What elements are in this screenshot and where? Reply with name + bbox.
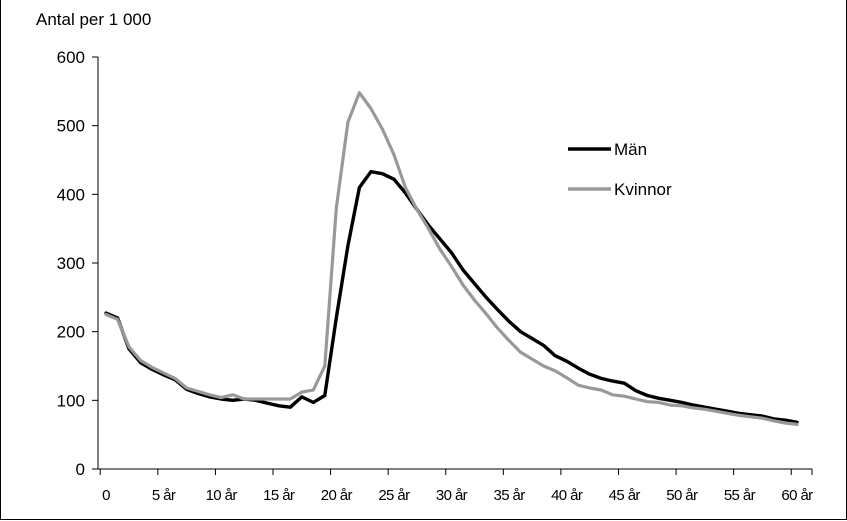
legend-label: Kvinnor (614, 180, 672, 199)
legend: Män Kvinnor (568, 140, 672, 199)
x-tick-label: 5 år (152, 487, 176, 504)
x-tick-label: 25 år (378, 487, 410, 504)
x-tick-label: 10 år (206, 487, 238, 504)
x-tick-label: 55 år (724, 487, 756, 504)
series-line-man (104, 169, 799, 424)
x-tick-label: 30 år (436, 487, 468, 504)
y-tick-label: 600 (57, 48, 85, 67)
axes: 0 100 200 300 400 500 600 0 5 år 10 år 15 år 20 år 2… (57, 48, 814, 504)
y-tick-label: 200 (57, 323, 85, 342)
y-tick-label: 100 (57, 391, 85, 410)
y-axis-label: Antal per 1 000 (36, 10, 151, 29)
x-tick-label: 45 år (609, 487, 641, 504)
x-tick-label: 35 år (493, 487, 525, 504)
y-tick-label: 0 (76, 460, 85, 479)
x-tick-label: 20 år (321, 487, 353, 504)
x-tick-label: 15 år (263, 487, 295, 504)
x-tick-label: 0 (102, 487, 110, 504)
y-tick-label: 500 (57, 117, 85, 136)
series-layer (104, 91, 799, 426)
y-tick-label: 400 (57, 185, 85, 204)
x-tick-label: 50 år (666, 487, 698, 504)
x-tick-label: 60 år (781, 487, 813, 504)
y-tick-label: 300 (57, 254, 85, 273)
legend-label: Män (614, 140, 647, 159)
series-line-kvinnor (104, 91, 799, 426)
x-tick-label: 40 år (551, 487, 583, 504)
